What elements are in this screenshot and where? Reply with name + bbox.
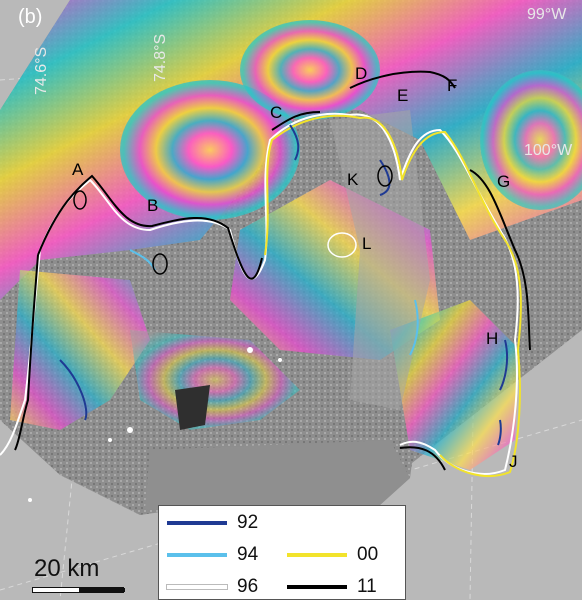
place-label-c: C xyxy=(270,103,283,122)
grounding-line-00 xyxy=(264,114,522,477)
legend-item-94: 94 xyxy=(167,544,258,566)
place-label-h: H xyxy=(486,329,499,348)
scale-bar-label: 20 km xyxy=(34,555,100,582)
legend-swatch-11 xyxy=(287,585,347,589)
islands xyxy=(28,347,282,502)
place-label-k: K xyxy=(347,170,359,189)
place-label-g: G xyxy=(497,172,511,191)
legend-label-94: 94 xyxy=(237,544,259,565)
grounding-lines xyxy=(0,70,531,477)
legend-swatch-00 xyxy=(287,553,347,557)
sar-swath xyxy=(0,0,582,520)
legend-item-96: 96 xyxy=(166,576,259,598)
place-label-e: E xyxy=(397,86,409,105)
legend-swatch-94 xyxy=(167,553,227,557)
legend-item-00: 00 xyxy=(287,544,378,566)
legend-swatch-92 xyxy=(167,521,227,525)
place-label-f: F xyxy=(447,76,458,95)
legend-label-00: 00 xyxy=(357,544,379,565)
grounding-line-92 xyxy=(59,124,509,446)
lon-label-100w: 100°W xyxy=(524,142,573,159)
grounding-island-k xyxy=(377,165,393,187)
place-label-l: L xyxy=(362,234,372,253)
lat-label-74-6: 74.6°S xyxy=(33,46,50,95)
grounding-line-11 xyxy=(14,70,531,471)
place-label-d: D xyxy=(355,64,368,83)
legend: 92 94 96 00 11 xyxy=(158,505,406,600)
place-label-j: J xyxy=(509,452,518,471)
grounding-island-l xyxy=(327,232,357,258)
lon-label-99w: 99°W xyxy=(527,6,567,23)
legend-swatch-96 xyxy=(166,584,228,590)
lat-label-74-8: 74.8°S xyxy=(152,33,169,82)
legend-item-92: 92 xyxy=(167,512,258,534)
legend-item-11: 11 xyxy=(287,576,377,598)
scale-bar-graphic xyxy=(32,587,125,593)
panel-label: (b) xyxy=(18,6,43,28)
place-label-b: B xyxy=(147,196,159,215)
legend-label-11: 11 xyxy=(357,576,377,597)
legend-label-92: 92 xyxy=(237,512,259,533)
place-label-a: A xyxy=(72,160,84,179)
legend-label-96: 96 xyxy=(237,576,259,597)
